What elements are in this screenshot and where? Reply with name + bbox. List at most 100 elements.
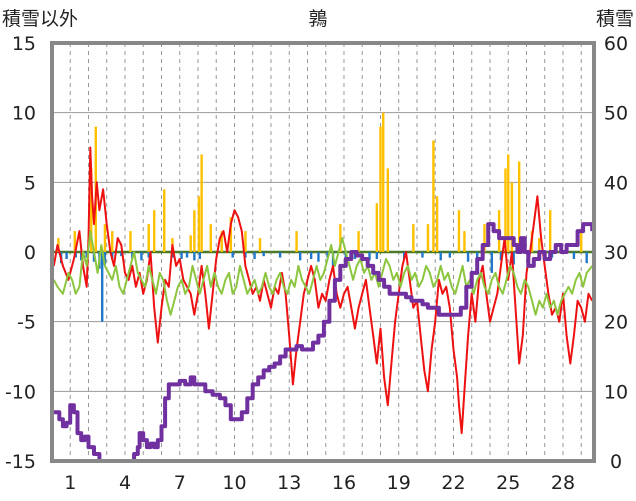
purple-series-line (53, 222, 595, 463)
blue-bar (298, 252, 302, 261)
orange-bar (189, 235, 192, 252)
blue-bar (499, 252, 503, 261)
right-y-tick-label: 20 (604, 312, 628, 334)
orange-bar (111, 231, 114, 252)
orange-bar (163, 189, 166, 252)
orange-bar (193, 210, 196, 252)
x-tick-label: 7 (174, 472, 186, 494)
blue-bar (512, 252, 515, 265)
blue-bar (344, 252, 348, 261)
blue-bar (375, 252, 379, 259)
blue-bar (572, 252, 576, 259)
blue-bar (185, 252, 189, 258)
right-y-tick-label: 50 (604, 103, 628, 125)
blue-bar (309, 252, 313, 259)
left-y-tick-label: 0 (24, 242, 36, 264)
blue-bar (466, 252, 470, 262)
blue-bar (140, 252, 143, 261)
x-tick-label: 1 (64, 472, 76, 494)
orange-bar (258, 238, 262, 252)
orange-bar (517, 161, 521, 252)
x-tick-label: 13 (277, 472, 301, 494)
orange-bar (147, 224, 150, 252)
orange-bar (426, 224, 430, 252)
blue-bar (262, 252, 265, 257)
blue-bar (85, 252, 88, 258)
x-tick-label: 28 (551, 472, 575, 494)
blue-bar (448, 252, 452, 258)
blue-bar (585, 252, 588, 264)
blue-bar (198, 252, 202, 259)
right-y-tick-label: 0 (610, 451, 622, 473)
orange-bar (507, 154, 510, 252)
blue-bar (368, 252, 371, 261)
blue-bar (278, 252, 282, 258)
orange-bar (580, 231, 583, 252)
left-y-tick-label: 10 (12, 103, 36, 125)
orange-bar (386, 168, 389, 252)
orange-bar (432, 140, 435, 252)
orange-bar (103, 224, 107, 252)
blue-bar (253, 252, 256, 259)
orange-bar (73, 231, 77, 252)
blue-bar (120, 252, 123, 257)
right-axis-label: 積雪 (596, 8, 634, 30)
series-lines (52, 146, 595, 463)
orange-bar (90, 168, 93, 252)
x-tick-label: 10 (222, 472, 246, 494)
orange-bar (129, 231, 132, 252)
left-y-tick-label: 15 (12, 33, 36, 55)
orange-bar (463, 231, 466, 252)
green-series-line (52, 230, 593, 316)
orange-bar (339, 224, 342, 252)
x-tick-label: 25 (496, 472, 520, 494)
orange-bar (357, 231, 360, 252)
orange-bar (435, 196, 439, 252)
blue-bar (193, 252, 196, 261)
blue-bar (326, 252, 329, 258)
orange-bar (412, 224, 415, 252)
right-y-tick-label: 40 (604, 172, 628, 194)
orange-bar (504, 168, 507, 252)
blue-bar (490, 252, 494, 273)
right-y-tick-label: 60 (604, 33, 628, 55)
orange-bar (229, 217, 233, 252)
x-tick-label: 22 (441, 472, 465, 494)
blue-bar (65, 252, 68, 259)
blue-bar (317, 252, 320, 262)
x-tick-label: 16 (332, 472, 356, 494)
orange-bar (197, 196, 201, 252)
orange-bar (457, 210, 461, 252)
left-y-tick-label: -15 (5, 451, 36, 473)
blue-bar (231, 252, 234, 258)
orange-bar (375, 203, 379, 252)
blue-bar (103, 252, 107, 265)
orange-bar (379, 126, 382, 252)
red-series-line (52, 146, 594, 435)
blue-bar (421, 252, 424, 258)
x-tick-label: 4 (119, 472, 131, 494)
x-tick-label: 19 (387, 472, 411, 494)
blue-bar (100, 252, 104, 322)
right-y-tick-label: 30 (604, 242, 628, 264)
orange-bar (209, 224, 212, 252)
right-y-tick-label: 10 (604, 381, 628, 403)
left-y-tick-label: -5 (17, 312, 36, 334)
blue-bar (180, 252, 183, 259)
orange-bar (510, 182, 514, 252)
bar-marks (57, 112, 588, 322)
orange-bar (152, 210, 156, 252)
plot-frame (50, 41, 596, 463)
orange-bar (220, 231, 223, 252)
left-axis-label: 積雪以外 (2, 8, 78, 30)
blue-bar (147, 252, 150, 258)
blue-bar (439, 252, 442, 261)
orange-bar (549, 210, 552, 252)
orange-bar (244, 231, 247, 252)
chart-title: 鶉 (308, 8, 327, 30)
orange-bar (295, 231, 298, 252)
blue-bar (244, 252, 247, 258)
left-y-tick-label: -10 (5, 381, 36, 403)
